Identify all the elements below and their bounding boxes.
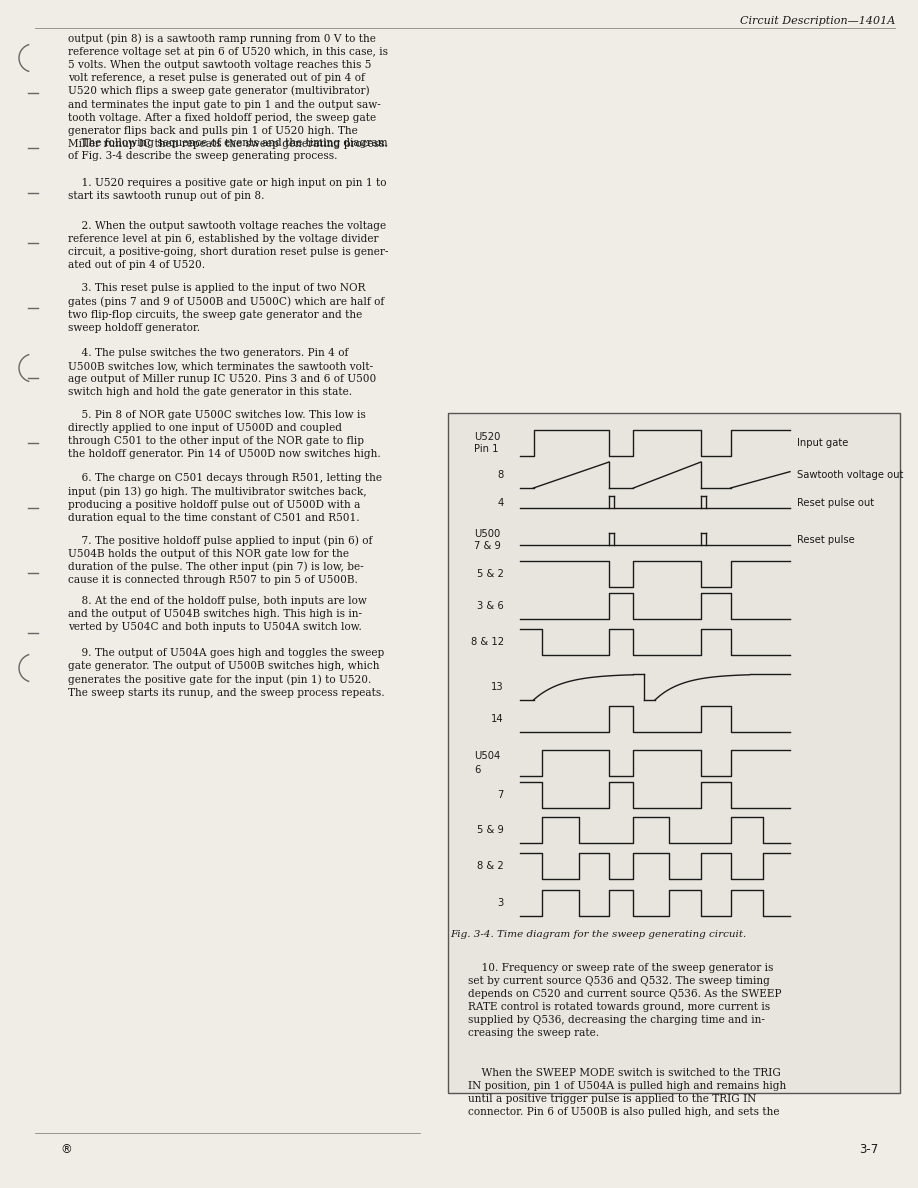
Text: 3. This reset pulse is applied to the input of two NOR
gates (pins 7 and 9 of U5: 3. This reset pulse is applied to the in… (68, 283, 385, 333)
Text: ®: ® (60, 1143, 72, 1156)
Text: 5. Pin 8 of NOR gate U500C switches low. This low is
directly applied to one inp: 5. Pin 8 of NOR gate U500C switches low.… (68, 410, 381, 459)
Text: 14: 14 (491, 714, 504, 723)
Text: 7. The positive holdoff pulse applied to input (pin 6) of
U504B holds the output: 7. The positive holdoff pulse applied to… (68, 535, 373, 586)
Text: 7: 7 (498, 790, 504, 800)
Text: U500: U500 (474, 529, 500, 539)
Text: 8 & 2: 8 & 2 (477, 861, 504, 871)
Text: 1. U520 requires a positive gate or high input on pin 1 to
start its sawtooth ru: 1. U520 requires a positive gate or high… (68, 178, 386, 201)
Text: 3 & 6: 3 & 6 (477, 601, 504, 611)
Text: When the SWEEP MODE switch is switched to the TRIG
IN position, pin 1 of U504A i: When the SWEEP MODE switch is switched t… (468, 1068, 786, 1117)
Text: output (pin 8) is a sawtooth ramp running from 0 V to the
reference voltage set : output (pin 8) is a sawtooth ramp runnin… (68, 33, 388, 148)
Text: 6: 6 (474, 765, 480, 775)
Text: 13: 13 (491, 682, 504, 691)
Text: 8: 8 (498, 470, 504, 480)
Text: Reset pulse: Reset pulse (797, 535, 855, 545)
Text: Input gate: Input gate (797, 438, 848, 448)
Text: 7 & 9: 7 & 9 (474, 541, 501, 551)
Text: 5 & 2: 5 & 2 (477, 569, 504, 579)
Text: 10. Frequency or sweep rate of the sweep generator is
set by current source Q536: 10. Frequency or sweep rate of the sweep… (468, 963, 781, 1038)
Text: 5 & 9: 5 & 9 (477, 824, 504, 835)
Text: 3-7: 3-7 (858, 1143, 878, 1156)
Bar (448, 413, 900, 1093)
Text: 6. The charge on C501 decays through R501, letting the
input (pin 13) go high. T: 6. The charge on C501 decays through R50… (68, 473, 382, 523)
Text: 9. The output of U504A goes high and toggles the sweep
gate generator. The outpu: 9. The output of U504A goes high and tog… (68, 647, 385, 697)
Text: 8 & 12: 8 & 12 (471, 637, 504, 647)
Text: The following sequence of events and the timing diagram
of Fig. 3-4 describe the: The following sequence of events and the… (68, 138, 387, 162)
Text: 4: 4 (498, 498, 504, 508)
Text: 2. When the output sawtooth voltage reaches the voltage
reference level at pin 6: 2. When the output sawtooth voltage reac… (68, 221, 388, 270)
Text: 3: 3 (498, 898, 504, 908)
Text: U504: U504 (474, 751, 500, 762)
Text: U520: U520 (474, 432, 500, 442)
Text: 8. At the end of the holdoff pulse, both inputs are low
and the output of U504B : 8. At the end of the holdoff pulse, both… (68, 596, 367, 632)
Text: Sawtooth voltage out: Sawtooth voltage out (797, 470, 903, 480)
Text: Reset pulse out: Reset pulse out (797, 498, 874, 508)
Text: Circuit Description—1401A: Circuit Description—1401A (740, 15, 895, 26)
Text: Fig. 3-4. Time diagram for the sweep generating circuit.: Fig. 3-4. Time diagram for the sweep gen… (450, 930, 746, 939)
Text: Pin 1: Pin 1 (474, 444, 498, 454)
Text: 4. The pulse switches the two generators. Pin 4 of
U500B switches low, which ter: 4. The pulse switches the two generators… (68, 348, 376, 397)
